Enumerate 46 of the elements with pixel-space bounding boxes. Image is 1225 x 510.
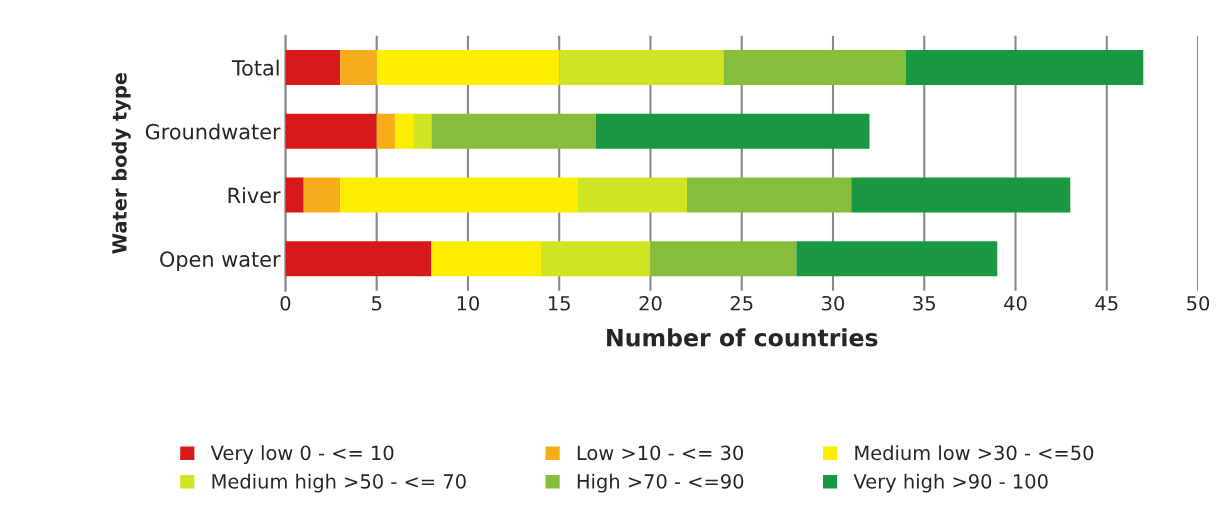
bar [540, 241, 651, 277]
y-tick-label: Open water [160, 251, 281, 272]
legend-label: Low >10 - <= 30 [577, 445, 744, 461]
bar [394, 113, 414, 149]
bar [796, 241, 998, 277]
bar [686, 177, 852, 213]
bar [851, 177, 1071, 213]
y-tick-label: Total [231, 59, 279, 76]
x-tick-label: 10 [457, 295, 480, 311]
bar [431, 241, 541, 277]
bar [906, 50, 1144, 86]
bar [340, 50, 377, 86]
bar [595, 113, 870, 149]
x-tick-label: 20 [639, 295, 662, 311]
legend-label: Medium low >30 - <=50 [855, 445, 1094, 461]
x-tick-label: 30 [822, 295, 845, 311]
bar [723, 50, 907, 86]
legend-label: Very low 0 - <= 10 [210, 445, 394, 464]
bar [303, 177, 341, 213]
bar [431, 113, 596, 149]
x-tick-label: 25 [730, 295, 753, 311]
bar [285, 177, 304, 213]
x-axis-title: Number of countries [607, 328, 878, 347]
bar [340, 177, 578, 213]
x-tick-label: 45 [1095, 296, 1118, 311]
legend-label: High >70 - <=90 [577, 473, 744, 493]
bar [376, 50, 560, 86]
x-tick-label: 0 [280, 295, 291, 311]
x-tick-label: 35 [913, 295, 935, 311]
legend-label: Very high >90 - 100 [853, 473, 1048, 493]
x-tick-label: 15 [548, 296, 570, 311]
bar [376, 113, 395, 149]
bar [577, 177, 687, 213]
bar [285, 50, 341, 86]
legend-label: Medium high >50 - <= 70 [212, 473, 466, 493]
y-axis-title: Water body type [111, 72, 131, 254]
x-tick-label: 40 [1004, 295, 1027, 311]
bar [650, 241, 797, 277]
y-tick-label: River [228, 187, 281, 204]
bar [413, 113, 432, 149]
bar [285, 113, 377, 149]
x-tick-label: 5 [372, 296, 382, 311]
bar [559, 50, 724, 86]
bar [285, 241, 432, 277]
x-tick-label: 50 [1187, 295, 1210, 311]
y-tick-label: Groundwater [145, 123, 281, 140]
